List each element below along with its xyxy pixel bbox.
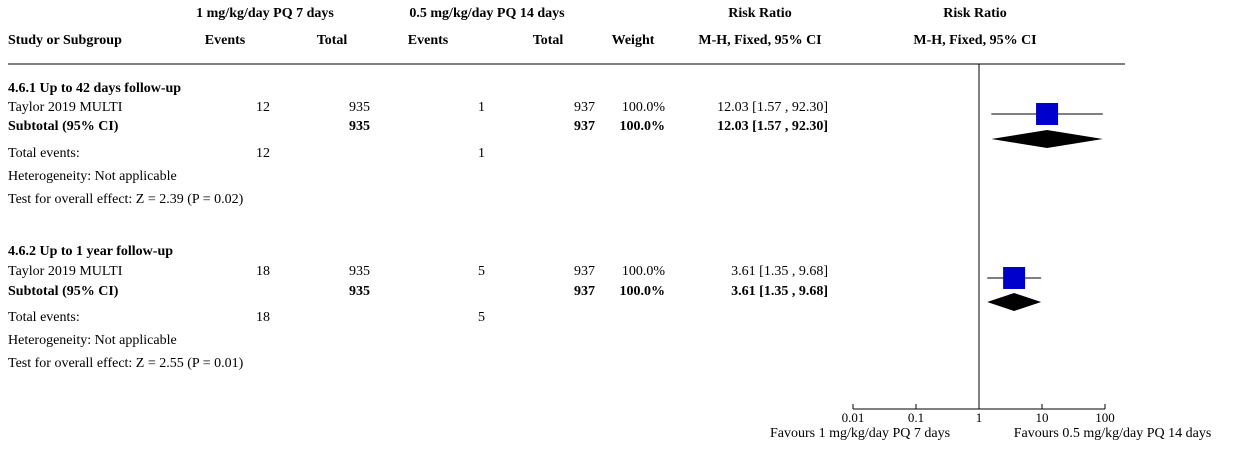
study-effect-square	[1036, 103, 1059, 125]
favours-right-label: Favours 0.5 mg/kg/day PQ 14 days	[1013, 426, 1212, 441]
forest-plot-marks: 0.01 0.1 1 10 100	[842, 64, 1115, 425]
subgroup-title: 4.6.1 Up to 42 days follow-up	[8, 81, 182, 96]
events-exp-value: 12	[256, 100, 270, 115]
subtotal-weight: 100.0%	[619, 284, 666, 299]
study-name: Taylor 2019 MULTI	[8, 100, 123, 115]
total-events-label: Total events:	[8, 310, 80, 325]
x-axis-tick-label: 10	[1036, 410, 1049, 425]
events-ctl-header: Events	[407, 33, 449, 48]
subgroup-title: 4.6.2 Up to 1 year follow-up	[8, 244, 174, 259]
method-header-plot: M-H, Fixed, 95% CI	[913, 33, 1037, 48]
weight-header: Weight	[611, 33, 655, 48]
ci-value: 12.03 [1.57 , 92.30]	[717, 100, 828, 115]
subtotal-ci: 12.03 [1.57 , 92.30]	[717, 119, 828, 134]
subtotal-weight: 100.0%	[619, 119, 666, 134]
x-axis-tick-label: 100	[1095, 410, 1115, 425]
total-events-exp: 12	[256, 146, 270, 161]
heterogeneity-text: Heterogeneity: Not applicable	[8, 169, 177, 184]
overall-effect-text: Test for overall effect: Z = 2.55 (P = 0…	[8, 356, 244, 371]
x-axis-tick-label: 0.1	[908, 410, 924, 425]
subtotal-diamond	[991, 130, 1103, 148]
x-axis-tick-label: 1	[976, 410, 983, 425]
risk-ratio-title-plot: Risk Ratio	[943, 6, 1007, 21]
total-exp-header: Total	[316, 33, 348, 48]
subtotal-ci: 3.61 [1.35 , 9.68]	[731, 284, 828, 299]
weight-value: 100.0%	[621, 100, 665, 115]
control-group-header: 0.5 mg/kg/day PQ 14 days	[409, 6, 565, 21]
events-exp-value: 18	[256, 264, 270, 279]
overall-effect-text: Test for overall effect: Z = 2.39 (P = 0…	[8, 192, 244, 207]
study-effect-square	[1003, 267, 1026, 289]
study-column-header: Study or Subgroup	[8, 33, 122, 48]
weight-value: 100.0%	[621, 264, 665, 279]
heterogeneity-text: Heterogeneity: Not applicable	[8, 333, 177, 348]
total-ctl-header: Total	[532, 33, 564, 48]
total-events-ctl: 1	[478, 146, 485, 161]
events-exp-header: Events	[204, 33, 246, 48]
total-events-exp: 18	[256, 310, 270, 325]
subtotal-total-exp: 935	[349, 284, 370, 299]
favours-left-label: Favours 1 mg/kg/day PQ 7 days	[769, 426, 951, 441]
total-ctl-value: 937	[574, 264, 595, 279]
subtotal-label: Subtotal (95% CI)	[8, 284, 119, 299]
total-exp-value: 935	[349, 264, 370, 279]
x-axis-tick-label: 0.01	[842, 410, 865, 425]
events-ctl-value: 5	[478, 264, 485, 279]
study-name: Taylor 2019 MULTI	[8, 264, 123, 279]
method-header-table: M-H, Fixed, 95% CI	[698, 33, 822, 48]
ci-value: 3.61 [1.35 , 9.68]	[731, 264, 828, 279]
risk-ratio-title-table: Risk Ratio	[728, 6, 792, 21]
subtotal-total-ctl: 937	[574, 119, 595, 134]
total-events-label: Total events:	[8, 146, 80, 161]
subtotal-total-ctl: 937	[574, 284, 595, 299]
total-ctl-value: 937	[574, 100, 595, 115]
subtotal-label: Subtotal (95% CI)	[8, 119, 119, 134]
subtotal-total-exp: 935	[349, 119, 370, 134]
subtotal-diamond	[987, 293, 1042, 311]
experimental-group-header: 1 mg/kg/day PQ 7 days	[196, 6, 334, 21]
total-events-ctl: 5	[478, 310, 485, 325]
total-exp-value: 935	[349, 100, 370, 115]
events-ctl-value: 1	[478, 100, 485, 115]
